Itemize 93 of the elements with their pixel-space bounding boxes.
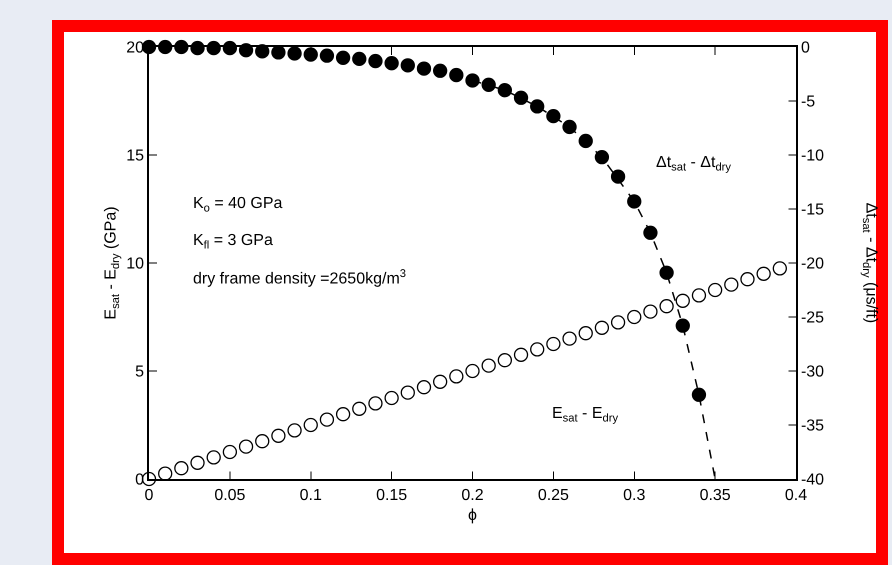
point (320, 48, 334, 63)
point (692, 288, 706, 303)
point (238, 439, 254, 454)
point (627, 194, 642, 209)
x-tick-label: 0.05 (214, 486, 246, 504)
point (384, 390, 399, 406)
x-tick-label: 0.25 (538, 486, 570, 504)
point (562, 120, 577, 134)
point (352, 52, 366, 66)
annotation: dry frame density =2650kg/m$^{3}$ (193, 268, 406, 288)
point (400, 58, 415, 73)
point (287, 423, 302, 438)
point (222, 444, 238, 460)
point (482, 358, 496, 373)
y2-tick-label: -35 (800, 418, 824, 435)
y-tick-label: 15 (126, 148, 144, 165)
point (498, 353, 512, 368)
y2-tick-label: -20 (800, 256, 824, 273)
x-tick-label: 0.2 (461, 486, 484, 504)
point (336, 407, 350, 422)
point (416, 380, 432, 394)
point (610, 315, 626, 330)
point (594, 320, 610, 335)
x-tick-label: 0.4 (784, 486, 808, 504)
point (546, 336, 561, 352)
point (514, 90, 528, 105)
point (692, 388, 706, 402)
point (336, 50, 350, 65)
x-tick-label: 0.1 (300, 486, 322, 504)
point (449, 68, 464, 82)
point (659, 299, 674, 314)
point (304, 418, 318, 432)
point (740, 272, 755, 286)
point (676, 318, 690, 333)
point (659, 266, 674, 280)
point (206, 450, 221, 465)
point (465, 73, 480, 88)
point (433, 374, 448, 389)
annotation: E$_{sat}$ - E$_{dry}$ (552, 405, 618, 424)
point (368, 396, 383, 411)
point (433, 64, 448, 78)
point (530, 342, 544, 357)
point (255, 434, 270, 448)
point (708, 282, 722, 298)
point (578, 134, 593, 148)
annotation: Δt$_{sat}$ - Δt$_{dry}$ (656, 154, 732, 174)
y2-tick-label: -10 (800, 148, 824, 165)
point (643, 304, 658, 319)
point (482, 78, 496, 92)
point (271, 428, 286, 443)
point (530, 99, 544, 114)
x-tick-label: 0.35 (700, 486, 731, 504)
y2-tick-label: -15 (800, 202, 824, 219)
point (255, 44, 270, 58)
point (578, 326, 593, 340)
point (320, 412, 334, 427)
y2-tick-label: -5 (800, 94, 816, 111)
point (400, 385, 415, 400)
point (772, 261, 787, 276)
point (304, 47, 318, 62)
annotation: K$_{o}$ = 40 GPa (193, 195, 282, 214)
point (514, 348, 528, 362)
y2-tick-label: -25 (800, 310, 824, 327)
point (449, 369, 464, 384)
point (594, 150, 610, 164)
point (465, 364, 480, 378)
point (384, 56, 399, 70)
y2-tick-label: -40 (800, 472, 824, 489)
point (562, 331, 577, 346)
point (498, 83, 512, 98)
point (352, 402, 366, 416)
point (287, 46, 302, 61)
annotation: K$_{fl}$ = 3 GPa (193, 232, 273, 252)
y-tick-label: 5 (135, 364, 144, 381)
x-tick-label: 0.3 (623, 486, 646, 504)
point (756, 266, 771, 281)
x-axis-title: ϕ (468, 507, 478, 524)
point (416, 61, 432, 76)
y2-tick-label: 0 (800, 40, 810, 57)
y-tick-label: 10 (126, 256, 144, 273)
point (610, 169, 626, 184)
point (627, 310, 642, 324)
point (643, 226, 658, 240)
point (724, 277, 738, 292)
point (271, 45, 286, 60)
point (676, 294, 690, 308)
point (174, 461, 188, 476)
x-tick-label: 0.15 (376, 486, 408, 504)
point (546, 108, 561, 124)
point (190, 456, 205, 470)
point (158, 466, 172, 481)
point (368, 54, 383, 68)
y2-tick-label: -30 (800, 364, 824, 381)
